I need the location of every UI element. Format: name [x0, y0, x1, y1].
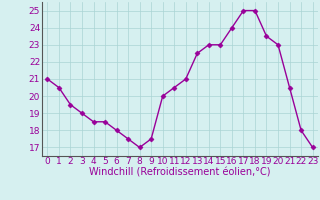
X-axis label: Windchill (Refroidissement éolien,°C): Windchill (Refroidissement éolien,°C)	[89, 168, 271, 178]
